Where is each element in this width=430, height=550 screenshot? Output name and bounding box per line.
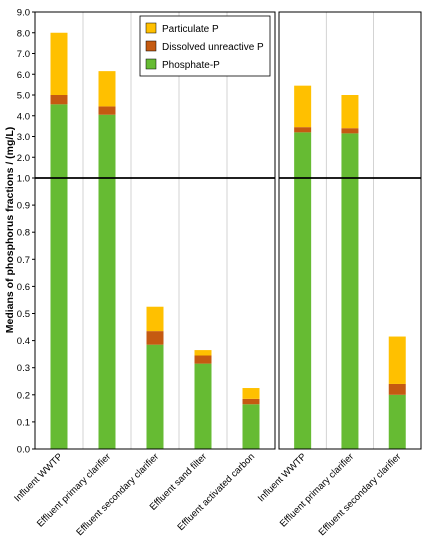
bar-dissolved-unreactive-p-2 — [98, 106, 116, 115]
y-tick-label: 5.0 — [17, 91, 30, 102]
y-tick-label: 0.3 — [17, 363, 30, 374]
legend-label: Dissolved unreactive P — [162, 42, 264, 53]
y-tick-label: 0.2 — [17, 390, 30, 401]
legend-label: Particulate P — [162, 24, 219, 35]
y-tick-label: 0.9 — [17, 201, 30, 212]
y-tick-label: 1.0 — [17, 174, 30, 185]
bar-particulate-p-3 — [146, 306, 164, 332]
bar-dissolved-unreactive-p-5 — [242, 398, 260, 405]
y-axis-label: Medians of phosphorus fractions / (mg/L) — [4, 127, 16, 334]
x-tick-label: Effluent secondary clarifier — [317, 451, 404, 538]
bar-dissolved-unreactive-p-1 — [50, 95, 68, 105]
y-tick-label: 0.0 — [17, 445, 30, 456]
y-tick-label: 4.0 — [17, 111, 30, 122]
y-tick-label: 9.0 — [17, 8, 30, 19]
bar-phosphate-p-2 — [98, 114, 116, 450]
bar-phosphate-p-3 — [146, 344, 164, 449]
y-tick-label: 0.7 — [17, 255, 30, 266]
bar-particulate-p-1 — [50, 32, 68, 95]
legend: Particulate P Dissolved unreactive P Phosp… — [139, 15, 271, 77]
legend-swatch — [145, 22, 157, 34]
panel-1 — [34, 11, 276, 450]
legend-swatch — [145, 58, 157, 70]
legend-label: Phosphate-P — [162, 60, 220, 71]
bar-phosphate-p-3 — [388, 394, 406, 449]
panel-border — [34, 11, 276, 450]
bar-particulate-p-5 — [242, 388, 260, 399]
y-axis-ticks: 2.0 3.0 4.0 5.0 6.0 7.0 8.0 9.0 0.0 0.1 0.2 0.3 0.4 0… — [17, 8, 35, 456]
y-tick-label: 2.0 — [17, 153, 30, 164]
legend-box — [139, 15, 271, 77]
y-tick-label: 0.5 — [17, 309, 30, 320]
y-tick-label: 0.4 — [17, 336, 30, 347]
y-tick-label: 0.8 — [17, 228, 30, 239]
plot-panels — [34, 11, 422, 450]
y-tick-label: 3.0 — [17, 132, 30, 143]
x-tick-label: Influent WWTP — [12, 451, 65, 504]
bar-phosphate-p-2 — [341, 133, 359, 449]
x-tick-label: Effluent secondary clarifier — [74, 451, 161, 538]
panel-border — [278, 11, 422, 450]
bar-phosphate-p-1 — [294, 132, 312, 449]
legend-swatch — [145, 40, 157, 52]
bar-particulate-p-2 — [98, 71, 116, 107]
bar-dissolved-unreactive-p-2 — [341, 128, 359, 134]
bar-particulate-p-4 — [194, 350, 212, 356]
bar-particulate-p-3 — [388, 336, 406, 384]
y-tick-label: 8.0 — [17, 28, 30, 39]
bar-dissolved-unreactive-p-1 — [294, 127, 312, 133]
bar-dissolved-unreactive-p-3 — [388, 383, 406, 395]
y-tick-label: 0.6 — [17, 282, 30, 293]
x-tick-label: Influent WWTP — [256, 451, 309, 504]
y-tick-label: 0.1 — [17, 417, 30, 428]
bar-dissolved-unreactive-p-3 — [146, 331, 164, 345]
y-tick-label: 6.0 — [17, 70, 30, 81]
bar-phosphate-p-4 — [194, 363, 212, 449]
bar-dissolved-unreactive-p-4 — [194, 355, 212, 364]
bar-phosphate-p-1 — [50, 104, 68, 450]
bar-particulate-p-1 — [294, 85, 312, 128]
y-tick-label: 7.0 — [17, 49, 30, 60]
panel-2 — [278, 11, 422, 450]
bar-phosphate-p-5 — [242, 404, 260, 449]
bar-particulate-p-2 — [341, 95, 359, 129]
